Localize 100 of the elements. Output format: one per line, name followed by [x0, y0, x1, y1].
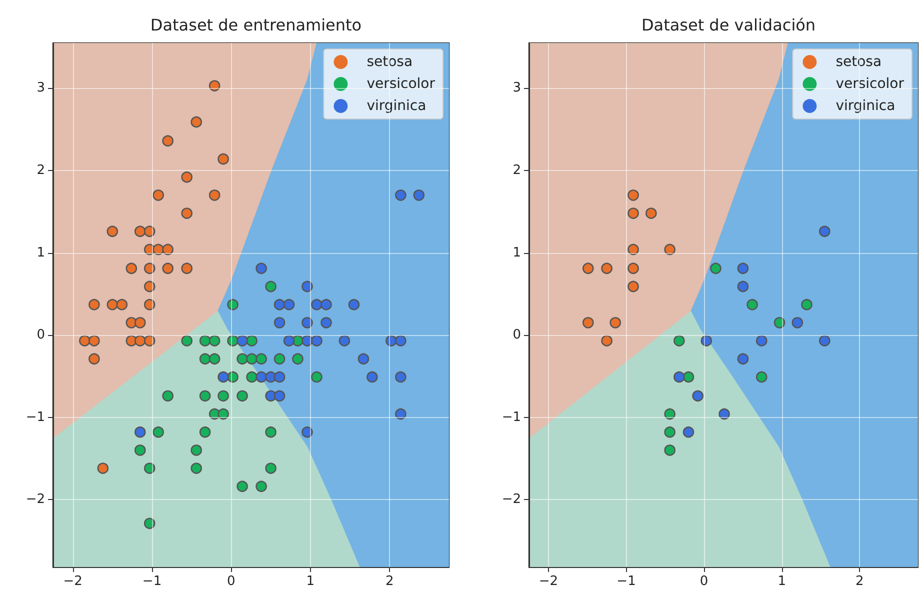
point [126, 262, 138, 274]
point [302, 426, 313, 438]
point [144, 226, 156, 238]
legend-label: virginica [366, 98, 426, 114]
point [236, 390, 248, 402]
point [710, 262, 722, 274]
point [256, 371, 267, 383]
point [152, 244, 164, 256]
y-tick-label: 0 [512, 328, 521, 343]
point [628, 244, 639, 256]
x-tick-label: 1 [778, 574, 786, 589]
point [274, 371, 286, 383]
point [218, 408, 229, 420]
point [256, 480, 267, 492]
point [311, 371, 322, 383]
point [144, 462, 156, 474]
x-tick-label: 0 [227, 574, 236, 589]
point [134, 444, 146, 456]
point [97, 462, 109, 474]
point [218, 371, 229, 383]
x-tick-label: 1 [306, 574, 315, 589]
point [162, 135, 174, 147]
y-tick-label: 3 [512, 80, 521, 96]
point [413, 190, 425, 201]
point [819, 335, 830, 346]
point [582, 317, 594, 328]
chart-title: Dataset de validación [641, 16, 816, 34]
point [664, 408, 676, 420]
point [792, 317, 804, 328]
point [265, 280, 276, 292]
point [199, 390, 211, 402]
point [366, 371, 378, 383]
point [190, 462, 202, 474]
point [348, 298, 360, 310]
point [227, 335, 238, 346]
point [320, 317, 332, 328]
point [582, 262, 594, 274]
point [265, 462, 276, 474]
point [134, 426, 146, 438]
point [162, 390, 174, 402]
point [718, 408, 730, 420]
point [628, 208, 639, 219]
point [274, 317, 286, 328]
point [628, 262, 639, 274]
point [236, 353, 248, 365]
point [106, 226, 118, 238]
y-tick-label: −1 [26, 410, 45, 425]
legend-label: setosa [366, 54, 413, 70]
point [274, 353, 286, 365]
point [700, 335, 712, 346]
point [737, 280, 749, 292]
point [283, 298, 295, 310]
point [256, 353, 267, 365]
point [819, 226, 830, 238]
point [756, 371, 768, 383]
point [106, 298, 118, 310]
point [674, 335, 685, 346]
point [756, 335, 768, 346]
point [610, 317, 622, 328]
x-tick-label: −1 [142, 574, 162, 589]
point [265, 426, 276, 438]
point [152, 426, 164, 438]
y-tick-label: −2 [26, 492, 45, 508]
point [199, 426, 211, 438]
y-tick-label: 2 [512, 163, 521, 178]
x-tick-label: 2 [385, 574, 394, 589]
point [134, 335, 146, 346]
point [144, 518, 156, 530]
point [246, 371, 258, 383]
point [395, 371, 406, 383]
point [88, 335, 100, 346]
point [181, 171, 192, 183]
point [692, 390, 704, 402]
point [246, 335, 258, 346]
point [664, 444, 676, 456]
x-tick-label: −2 [63, 574, 82, 589]
point [256, 262, 267, 274]
x-tick-label: −2 [538, 574, 558, 589]
point [236, 335, 248, 346]
y-tick-label: −1 [502, 410, 521, 425]
point [311, 298, 322, 310]
point [218, 153, 229, 165]
point [674, 371, 685, 383]
y-tick-label: 3 [36, 80, 45, 96]
point [134, 317, 146, 328]
point [218, 390, 229, 402]
point [395, 335, 406, 346]
point [79, 335, 90, 346]
point [283, 335, 295, 346]
x-tick-label: 2 [856, 574, 864, 589]
y-tick-label: 0 [36, 328, 45, 343]
legend-label: versicolor [836, 76, 904, 92]
point [199, 335, 211, 346]
point [274, 298, 286, 310]
point [116, 298, 128, 310]
point [774, 317, 786, 328]
point [664, 426, 676, 438]
point [274, 390, 286, 402]
point [386, 335, 397, 346]
point [236, 480, 248, 492]
